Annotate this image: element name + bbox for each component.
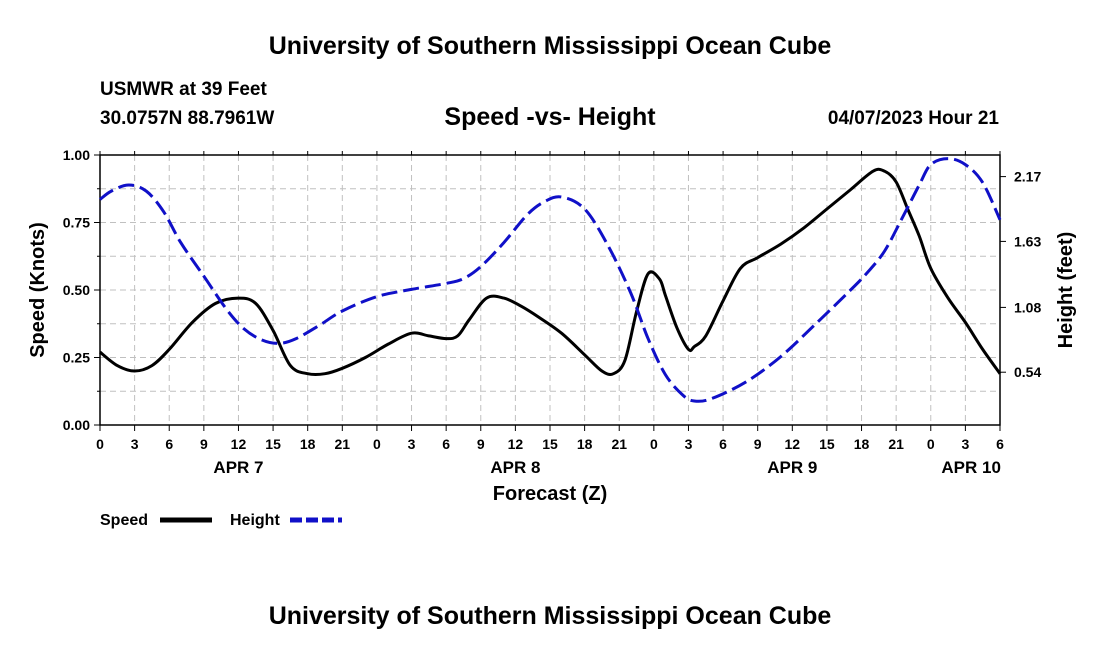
- x-tick-label: 3: [961, 436, 969, 452]
- y2-tick-label: 1.08: [1014, 299, 1041, 315]
- y2-tick-label: 1.63: [1014, 233, 1041, 249]
- legend: Speed Height: [100, 512, 342, 529]
- x-tick-label: 21: [888, 436, 904, 452]
- x-tick-label: 6: [996, 436, 1004, 452]
- y-axis-label: Speed (Knots): [27, 222, 49, 358]
- page-title: University of Southern Mississippi Ocean…: [269, 32, 832, 60]
- axis-ticks: 0 3 6 9 12 15 18 21 0 3 6 9 12 15 18 21 0 3 6 9 12 15 18 21 0 3 6 0…: [63, 147, 1042, 477]
- date-label: APR 8: [490, 458, 540, 477]
- x-tick-label: 6: [165, 436, 173, 452]
- y-tick-label: 0.00: [63, 417, 90, 433]
- y-tick-label: 0.25: [63, 350, 90, 366]
- x-tick-label: 15: [819, 436, 835, 452]
- x-tick-label: 3: [408, 436, 416, 452]
- series-lines: [99, 157, 1002, 403]
- y-tick-label: 1.00: [63, 147, 90, 163]
- y-tick-label: 0.50: [63, 282, 90, 298]
- x-axis-label: Forecast (Z): [493, 483, 607, 505]
- x-tick-label: 21: [611, 436, 627, 452]
- x-tick-label: 9: [754, 436, 762, 452]
- x-tick-label: 0: [650, 436, 658, 452]
- legend-height-label: Height: [230, 512, 280, 529]
- height-series-line: [99, 157, 1002, 403]
- grid-lines: [100, 155, 1000, 425]
- x-tick-label: 18: [300, 436, 316, 452]
- y-tick-label: 0.75: [63, 215, 90, 231]
- x-tick-label: 15: [542, 436, 558, 452]
- x-tick-label: 18: [577, 436, 593, 452]
- x-tick-label: 3: [685, 436, 693, 452]
- y2-tick-label: 2.17: [1014, 169, 1041, 185]
- x-tick-label: 12: [785, 436, 801, 452]
- x-tick-label: 18: [854, 436, 870, 452]
- x-tick-label: 3: [131, 436, 139, 452]
- chart-title: Speed -vs- Height: [444, 103, 656, 131]
- x-tick-label: 12: [508, 436, 524, 452]
- y2-tick-label: 0.54: [1014, 364, 1041, 380]
- speed-series-line: [99, 167, 1002, 377]
- y2-axis-label: Height (feet): [1055, 232, 1077, 349]
- x-tick-label: 0: [373, 436, 381, 452]
- x-tick-label: 6: [719, 436, 727, 452]
- x-tick-label: 21: [335, 436, 351, 452]
- x-tick-label: 9: [477, 436, 485, 452]
- footer-title: University of Southern Mississippi Ocean…: [269, 602, 832, 630]
- x-tick-label: 15: [265, 436, 281, 452]
- x-tick-label: 12: [231, 436, 247, 452]
- date-label: APR 10: [941, 458, 1001, 477]
- coordinates-label: 30.0757N 88.7961W: [100, 108, 274, 129]
- date-label: APR 7: [213, 458, 263, 477]
- x-tick-label: 9: [200, 436, 208, 452]
- x-tick-label: 6: [442, 436, 450, 452]
- x-tick-label: 0: [96, 436, 104, 452]
- date-hour-label: 04/07/2023 Hour 21: [828, 108, 1000, 129]
- station-label: USMWR at 39 Feet: [100, 79, 267, 100]
- x-tick-label: 0: [927, 436, 935, 452]
- date-label: APR 9: [767, 458, 817, 477]
- legend-speed-label: Speed: [100, 512, 148, 529]
